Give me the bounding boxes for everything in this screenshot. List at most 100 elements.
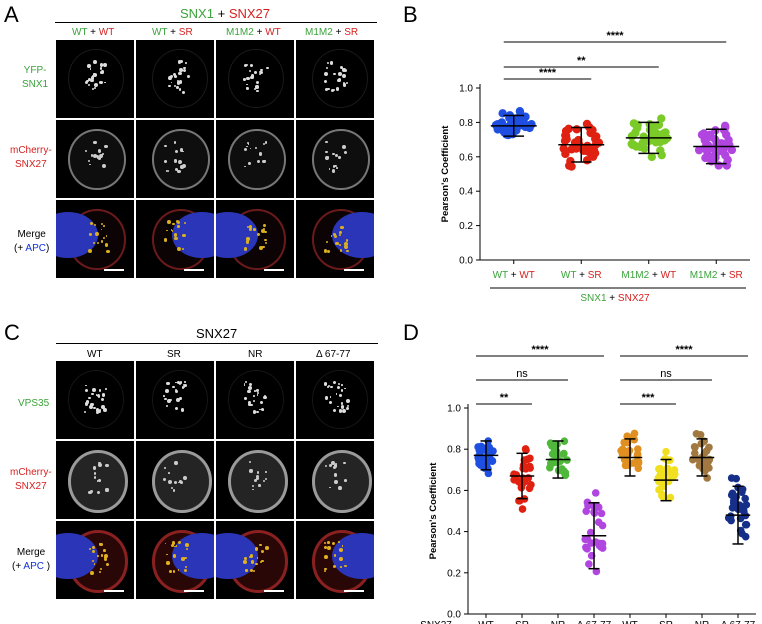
puncta: [172, 72, 177, 77]
puncta: [261, 228, 266, 233]
data-point: [690, 442, 699, 451]
puncta: [93, 562, 96, 565]
puncta: [254, 70, 257, 74]
puncta: [248, 162, 251, 165]
puncta: [94, 223, 97, 226]
puncta: [335, 463, 337, 465]
puncta: [332, 88, 336, 92]
puncta: [343, 461, 346, 464]
puncta: [324, 567, 327, 571]
puncta: [94, 231, 99, 236]
row-label-line1: YFP-: [23, 65, 47, 76]
puncta: [257, 232, 261, 236]
puncta: [329, 60, 334, 65]
puncta: [324, 555, 328, 560]
scale-bar: [264, 269, 284, 271]
data-point: [517, 115, 527, 124]
significance-label: ****: [675, 344, 693, 356]
puncta: [256, 89, 258, 92]
x-tick-label-right: SR: [588, 270, 602, 281]
significance-label: ****: [531, 344, 549, 356]
puncta: [176, 81, 181, 85]
puncta: [102, 153, 105, 155]
x-tick-label-plus: +: [511, 270, 520, 281]
puncta: [100, 70, 104, 74]
puncta: [90, 79, 94, 83]
puncta: [98, 157, 101, 161]
data-point: [742, 520, 751, 529]
puncta: [333, 464, 338, 468]
puncta: [184, 569, 188, 572]
panel-a-col-3: M1M2 + WT: [226, 27, 281, 38]
cell-outline: [152, 129, 210, 190]
panel-c-header-rule: [56, 343, 378, 344]
puncta: [254, 88, 257, 91]
puncta: [172, 385, 176, 389]
panel-c-col-3: NR: [248, 349, 263, 360]
puncta: [246, 83, 248, 86]
puncta: [183, 69, 187, 73]
puncta: [179, 60, 183, 64]
data-point: [692, 429, 701, 438]
puncta: [172, 554, 177, 558]
data-point: [586, 528, 595, 537]
puncta: [179, 68, 183, 72]
puncta: [329, 396, 332, 399]
puncta: [243, 147, 248, 152]
puncta: [264, 471, 267, 474]
puncta: [178, 481, 181, 484]
row-label-line2: (+ APC): [14, 242, 49, 256]
puncta: [104, 554, 109, 558]
cell-outline: [228, 49, 284, 108]
puncta: [184, 383, 188, 388]
puncta: [93, 140, 97, 145]
panel-c-micrograph-r3-c1: [56, 521, 134, 599]
x-tick-label: SR: [659, 620, 673, 624]
puncta: [258, 408, 261, 411]
data-point: [647, 152, 657, 162]
puncta: [180, 557, 185, 562]
data-point: [620, 438, 628, 447]
puncta: [181, 385, 185, 389]
y-tick-label: 0.0: [447, 610, 461, 621]
scale-bar: [184, 590, 204, 592]
puncta: [172, 222, 175, 226]
data-point: [722, 130, 731, 139]
panel-c-micrograph-r1-c1: [56, 361, 134, 439]
puncta: [181, 408, 185, 412]
data-point: [588, 152, 598, 161]
puncta: [175, 398, 180, 402]
puncta: [260, 560, 263, 564]
data-point: [725, 140, 734, 150]
x-tick-label: WT: [478, 620, 494, 624]
puncta: [170, 398, 173, 402]
puncta: [330, 385, 333, 388]
puncta: [264, 395, 267, 398]
puncta: [259, 152, 263, 156]
scale-bar: [104, 269, 124, 271]
puncta: [167, 399, 171, 403]
puncta: [178, 160, 183, 165]
panel-d-label: D: [403, 320, 419, 345]
puncta: [327, 541, 331, 545]
puncta: [171, 230, 174, 232]
puncta: [97, 409, 101, 414]
puncta: [98, 478, 102, 482]
panel-c-row2-label: mCherry- SNX27: [10, 466, 52, 494]
puncta: [105, 463, 109, 468]
x-tick-label-right: WT: [519, 270, 535, 281]
puncta: [184, 565, 187, 568]
puncta: [87, 77, 92, 82]
puncta: [249, 382, 253, 386]
puncta: [172, 489, 176, 492]
cell-outline: [312, 370, 368, 429]
puncta: [328, 168, 331, 170]
puncta: [164, 160, 167, 164]
footer-plus: +: [609, 293, 618, 304]
cell-outline: [68, 49, 124, 108]
puncta: [85, 81, 89, 85]
col-label-left: WT: [152, 27, 168, 38]
puncta: [332, 381, 336, 385]
footer-snx27: SNX27: [618, 293, 650, 304]
puncta: [180, 481, 183, 484]
